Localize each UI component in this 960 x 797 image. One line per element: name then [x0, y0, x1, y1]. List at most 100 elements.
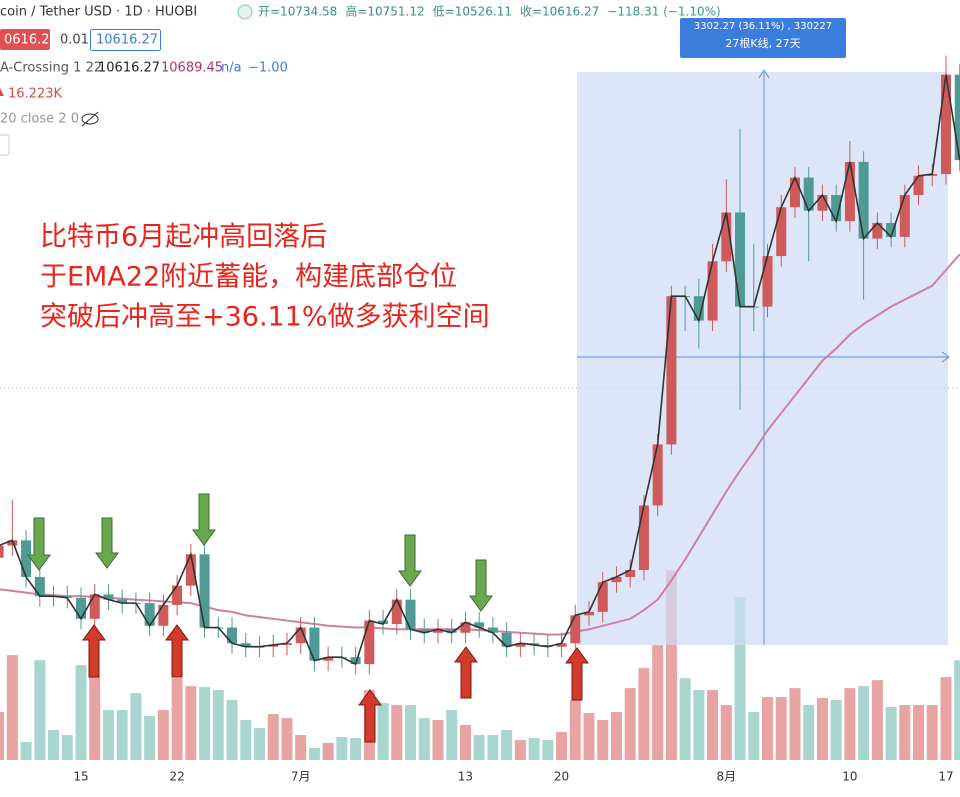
volume-bar: [171, 678, 183, 760]
up-arrow: [565, 647, 589, 701]
candle-body: [858, 161, 869, 239]
candle-body: [21, 540, 32, 577]
candle-body: [89, 594, 100, 619]
price-tag-text: 10616.27: [96, 33, 158, 48]
volume-bar: [748, 712, 760, 760]
volume-bar: [48, 730, 60, 760]
candle-body: [652, 444, 663, 506]
annotation-line: 比特币6月起冲高回落后: [40, 222, 327, 253]
volume-icon: [0, 88, 4, 96]
x-tick-label: 17: [938, 770, 953, 784]
volume-bar: [473, 735, 485, 760]
x-tick-label: 10: [842, 770, 857, 784]
candle-body: [515, 643, 526, 647]
candle-body: [597, 582, 608, 612]
price-tag-text: 0616.26: [4, 33, 58, 48]
x-tick-label: 22: [169, 770, 184, 784]
candle-body: [542, 644, 553, 647]
volume-bar: [405, 705, 417, 760]
candle-body: [803, 177, 814, 211]
volume-bar: [418, 718, 430, 760]
candle-body: [556, 643, 567, 647]
volume-bar: [240, 720, 252, 760]
measure-arrow: [758, 69, 770, 79]
ma-label: 20 close 2 0: [0, 112, 79, 127]
indicator-value: 10616.27: [98, 61, 160, 76]
hide-icon[interactable]: [81, 111, 99, 127]
measure-label-box: [680, 18, 846, 58]
down-arrow: [192, 493, 216, 546]
candle-body: [460, 622, 471, 633]
volume-bar: [281, 718, 293, 760]
volume-bar: [610, 712, 622, 760]
candle-body: [391, 599, 402, 625]
candle-body: [872, 222, 883, 239]
volume-bar: [0, 712, 5, 760]
volume-bar: [514, 740, 526, 760]
volume-bar: [253, 728, 265, 760]
candle-body: [0, 545, 4, 558]
candle-body: [886, 222, 897, 237]
candle-body: [432, 629, 443, 633]
indicator-value: 10689.45: [161, 61, 223, 76]
symbol: coin / Tether USD · 1D · HUOBI: [0, 5, 197, 20]
x-axis: 15 22 7月 13 20 8月 10 17: [73, 770, 953, 784]
volume-bar: [542, 740, 554, 760]
candle-body: [281, 643, 292, 645]
measure-box: [577, 72, 948, 645]
candle-body: [913, 175, 924, 196]
ohlc-value: 收=10616.27: [520, 5, 599, 19]
volume-bar: [199, 687, 211, 760]
up-arrow: [165, 624, 189, 678]
volume-bar: [75, 665, 87, 760]
volume-bar: [212, 690, 224, 760]
candle-body: [350, 657, 361, 665]
candle-body: [295, 627, 306, 644]
candle-body: [831, 195, 842, 222]
candle-body: [954, 74, 960, 161]
indicator-value: −1.00: [248, 61, 288, 76]
volume-bar: [762, 697, 773, 760]
price-tag: [0, 29, 50, 50]
candle-body: [144, 603, 155, 626]
volume-bar: [89, 677, 101, 760]
volume-bar: [569, 700, 581, 760]
candle-body: [721, 212, 732, 262]
measure-sublabel: 27根K线, 27天: [725, 36, 800, 50]
up-arrow: [82, 624, 106, 678]
down-arrow: [95, 517, 119, 569]
candle-body: [584, 611, 595, 616]
volume-bar: [803, 705, 815, 760]
volume-bar: [885, 707, 897, 760]
candle-body: [940, 74, 951, 175]
candle-body: [789, 177, 800, 208]
volume-bar: [308, 748, 320, 760]
volume-bar: [638, 668, 650, 760]
volume-bar: [624, 688, 636, 760]
candle-body: [666, 296, 677, 445]
candle-body: [34, 576, 45, 597]
down-arrow: [27, 517, 51, 571]
volume-bar: [844, 688, 856, 760]
volume-bar: [267, 714, 279, 760]
volume-bar: [34, 660, 46, 760]
volume-label: 16.223K: [8, 87, 62, 102]
volume-bar: [652, 645, 664, 760]
volume-bar: [144, 716, 156, 760]
collapse-button[interactable]: [0, 134, 10, 156]
candle-body: [103, 594, 114, 600]
candle-body: [227, 627, 238, 644]
volume-bar: [487, 735, 499, 760]
candle-body: [707, 261, 718, 321]
header-bg: [846, 0, 960, 24]
volume-bar: [679, 678, 691, 760]
header-bg: [0, 0, 680, 24]
candle-body: [844, 161, 855, 222]
candle-body: [927, 174, 938, 176]
volume-bar: [377, 703, 389, 760]
candle-body: [117, 599, 128, 604]
volume-bar: [528, 738, 540, 760]
volume-bar: [446, 710, 458, 760]
volume-bar: [830, 700, 842, 760]
candle-body: [378, 620, 389, 625]
